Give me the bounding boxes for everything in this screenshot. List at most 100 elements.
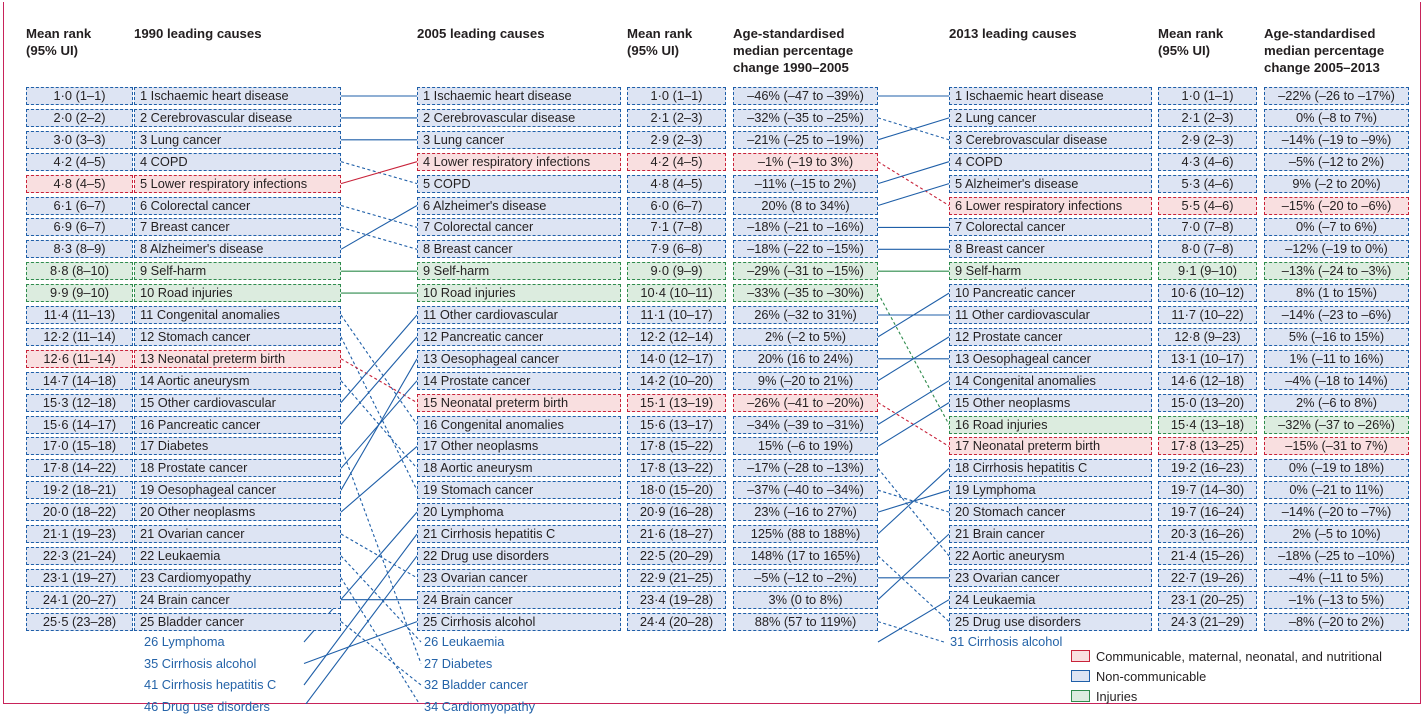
header-causes-2013: 2013 leading causes bbox=[949, 26, 1077, 41]
rank-cell-2005: 21·6 (18–27) bbox=[627, 525, 726, 543]
cause-cell-2013: 5 Alzheimer's disease bbox=[949, 174, 1152, 193]
cause-cell-1990: 25 Bladder cancer bbox=[134, 612, 341, 631]
rank-cell-1990: 1·0 (1–1) bbox=[26, 87, 133, 105]
cause-cell-2005: 19 Stomach cancer bbox=[417, 481, 621, 500]
cause-cell-1990: 10 Road injuries bbox=[134, 284, 341, 303]
change-cell-2005: –18% (–21 to –16%) bbox=[733, 218, 878, 237]
rank-cell-1990: 11·4 (11–13) bbox=[26, 306, 133, 324]
legend-swatch-noncommunicable bbox=[1071, 670, 1090, 682]
rank-cell-2005: 7·1 (7–8) bbox=[627, 218, 726, 237]
change-cell-2005: –34% (–39 to –31%) bbox=[733, 415, 878, 434]
rank-cell-2013: 21·4 (15–26) bbox=[1158, 546, 1257, 565]
cause-cell-2005: 11 Other cardiovascular bbox=[417, 306, 621, 324]
cause-cell-1990: 16 Pancreatic cancer bbox=[134, 415, 341, 434]
cause-cell-2005: 12 Pancreatic cancer bbox=[417, 327, 621, 346]
change-cell-2005: –29% (–31 to –15%) bbox=[733, 262, 878, 281]
cause-cell-2005: 7 Colorectal cancer bbox=[417, 218, 621, 237]
rank-cell-2013: 20·3 (16–26) bbox=[1158, 525, 1257, 543]
rank-cell-1990: 19·2 (18–21) bbox=[26, 481, 133, 500]
rank-link-2005-2013 bbox=[877, 402, 950, 447]
rank-cell-2005: 22·9 (21–25) bbox=[627, 568, 726, 587]
rank-link-2005-2013 bbox=[877, 292, 950, 338]
cause-cell-2005: 9 Self-harm bbox=[417, 262, 621, 281]
rank-link-1990-2005 bbox=[340, 336, 418, 425]
change-cell-2005: 23% (–16 to 27%) bbox=[733, 503, 878, 522]
cause-cell-1990: 6 Colorectal cancer bbox=[134, 196, 341, 215]
extra-cause-1990: 46 Drug use disorders bbox=[144, 698, 270, 714]
rank-cell-2013: 19·2 (16–23) bbox=[1158, 459, 1257, 478]
rank-cell-1990: 9·9 (9–10) bbox=[26, 284, 133, 303]
legend-swatch-injuries bbox=[1071, 690, 1090, 702]
rank-cell-1990: 17·0 (15–18) bbox=[26, 437, 133, 456]
rank-link-2005-2013 bbox=[877, 161, 950, 185]
cause-cell-2013: 16 Road injuries bbox=[949, 415, 1152, 434]
rank-cell-2013: 17·8 (13–25) bbox=[1158, 437, 1257, 456]
rank-link-2005-2013 bbox=[877, 161, 950, 206]
cause-cell-2013: 7 Colorectal cancer bbox=[949, 218, 1152, 237]
rank-cell-2013: 13·1 (10–17) bbox=[1158, 349, 1257, 368]
change-cell-2005: –26% (–41 to –20%) bbox=[733, 393, 878, 412]
header-causes-2005: 2005 leading causes bbox=[417, 26, 545, 41]
change-cell-2013: –32% (–37 to –26%) bbox=[1264, 415, 1409, 434]
change-cell-2013: 9% (–2 to 20%) bbox=[1264, 174, 1409, 193]
cause-cell-2013: 18 Cirrhosis hepatitis C bbox=[949, 459, 1152, 478]
rank-link-1990-2005 bbox=[340, 336, 418, 491]
change-cell-2005: –1% (–19 to 3%) bbox=[733, 152, 878, 171]
rank-cell-2013: 15·0 (13–20) bbox=[1158, 393, 1257, 412]
extra-cause-2005: 34 Cardiomyopathy bbox=[424, 698, 535, 714]
cause-cell-1990: 24 Brain cancer bbox=[134, 590, 341, 609]
cause-cell-1990: 15 Other cardiovascular bbox=[134, 393, 341, 412]
rank-cell-1990: 23·1 (19–27) bbox=[26, 568, 133, 587]
legend-swatch-communicable bbox=[1071, 650, 1090, 662]
change-cell-2005: 9% (–20 to 21%) bbox=[733, 371, 878, 390]
change-cell-2013: –4% (–11 to 5%) bbox=[1264, 568, 1409, 587]
rank-cell-2013: 19·7 (16–24) bbox=[1158, 503, 1257, 522]
rank-cell-1990: 20·0 (18–22) bbox=[26, 503, 133, 522]
header-change-2013: Age-standardised median percentage chang… bbox=[1264, 26, 1385, 75]
cause-cell-2005: 16 Congenital anomalies bbox=[417, 415, 621, 434]
header-rank-1990: Mean rank (95% UI) bbox=[26, 26, 92, 58]
rank-cell-2005: 24·4 (20–28) bbox=[627, 612, 726, 631]
rank-cell-2013: 5·3 (4–6) bbox=[1158, 174, 1257, 193]
rank-cell-1990: 4·2 (4–5) bbox=[26, 152, 133, 171]
change-cell-2005: 15% (–6 to 19%) bbox=[733, 437, 878, 456]
rank-link-2005-2013 bbox=[877, 117, 950, 141]
cause-cell-2005: 17 Other neoplasms bbox=[417, 437, 621, 456]
change-cell-2013: –14% (–23 to –6%) bbox=[1264, 306, 1409, 324]
rank-link-2005-2013 bbox=[877, 336, 950, 382]
rank-cell-1990: 22·3 (21–24) bbox=[26, 546, 133, 565]
rank-cell-2013: 4·3 (4–6) bbox=[1158, 152, 1257, 171]
rank-cell-2013: 8·0 (7–8) bbox=[1158, 240, 1257, 259]
cause-cell-2013: 10 Pancreatic cancer bbox=[949, 284, 1152, 303]
rank-cell-2005: 2·9 (2–3) bbox=[627, 130, 726, 149]
rank-cell-2005: 17·8 (13–22) bbox=[627, 459, 726, 478]
cause-cell-2005: 25 Cirrhosis alcohol bbox=[417, 612, 621, 631]
cause-cell-2013: 8 Breast cancer bbox=[949, 240, 1152, 259]
cause-cell-2013: 15 Other neoplasms bbox=[949, 393, 1152, 412]
change-cell-2005: –17% (–28 to –13%) bbox=[733, 459, 878, 478]
legend-label-noncommunicable: Non-communicable bbox=[1096, 669, 1207, 684]
cause-cell-1990: 2 Cerebrovascular disease bbox=[134, 108, 341, 127]
rank-cell-2013: 24·3 (21–29) bbox=[1158, 612, 1257, 631]
change-cell-2013: –5% (–12 to 2%) bbox=[1264, 152, 1409, 171]
extra-cause-2005: 32 Bladder cancer bbox=[424, 677, 528, 692]
cause-cell-2005: 1 Ischaemic heart disease bbox=[417, 87, 621, 105]
change-cell-2005: –33% (–35 to –30%) bbox=[733, 284, 878, 303]
rank-cell-2005: 15·1 (13–19) bbox=[627, 393, 726, 412]
rank-cell-2013: 7·0 (7–8) bbox=[1158, 218, 1257, 237]
rank-link-2005-2013 bbox=[877, 599, 950, 643]
change-cell-2005: 20% (8 to 34%) bbox=[733, 196, 878, 215]
cause-cell-1990: 18 Prostate cancer bbox=[134, 459, 341, 478]
extra-cause-1990: 41 Cirrhosis hepatitis C bbox=[144, 677, 277, 692]
cause-cell-2013: 2 Lung cancer bbox=[949, 108, 1152, 127]
cause-cell-2013: 4 COPD bbox=[949, 152, 1152, 171]
rank-link-2005-2013 bbox=[877, 117, 950, 141]
rank-cell-2013: 2·1 (2–3) bbox=[1158, 108, 1257, 127]
legend-label-communicable: Communicable, maternal, neonatal, and nu… bbox=[1096, 649, 1382, 664]
rank-cell-2005: 4·8 (4–5) bbox=[627, 174, 726, 193]
cause-cell-2005: 18 Aortic aneurysm bbox=[417, 459, 621, 478]
cause-cell-2013: 24 Leukaemia bbox=[949, 590, 1152, 609]
cause-cell-1990: 4 COPD bbox=[134, 152, 341, 171]
change-cell-2013: –22% (–26 to –17%) bbox=[1264, 87, 1409, 105]
cause-cell-2013: 17 Neonatal preterm birth bbox=[949, 437, 1152, 456]
